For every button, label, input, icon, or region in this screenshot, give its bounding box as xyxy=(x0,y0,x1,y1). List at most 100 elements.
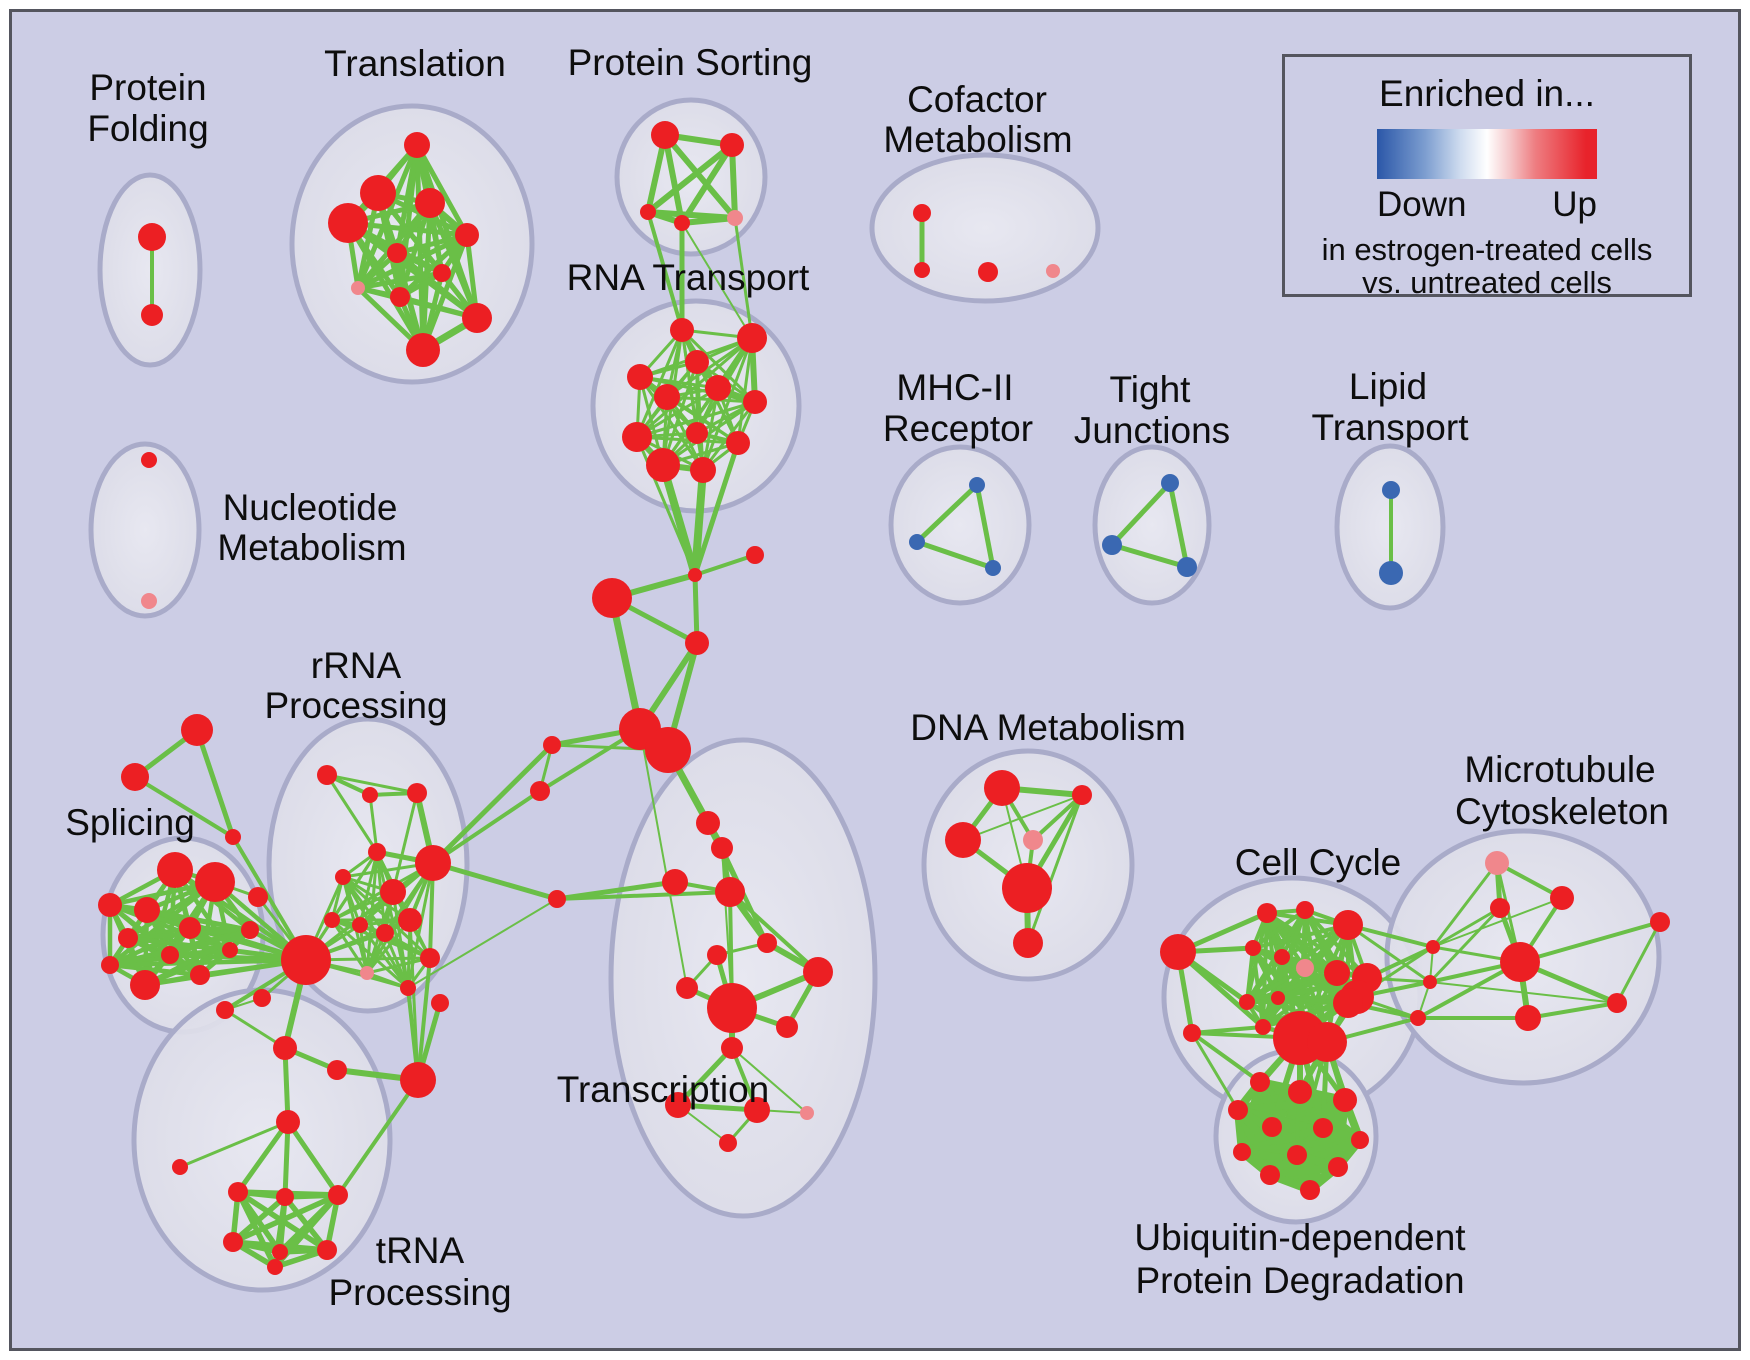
gene-set-node-112[interactable] xyxy=(800,1106,814,1120)
gene-set-node-86[interactable] xyxy=(216,1001,234,1019)
gene-set-node-130[interactable] xyxy=(1239,994,1255,1010)
gene-set-node-20[interactable] xyxy=(627,364,653,390)
gene-set-node-2[interactable] xyxy=(404,132,430,158)
gene-set-node-139[interactable] xyxy=(1410,1010,1426,1026)
gene-set-node-64[interactable] xyxy=(130,970,160,1000)
gene-set-node-50[interactable] xyxy=(543,736,561,754)
gene-set-node-53[interactable] xyxy=(181,714,213,746)
gene-set-node-141[interactable] xyxy=(1550,886,1574,910)
gene-set-node-65[interactable] xyxy=(190,965,210,985)
gene-set-node-56[interactable] xyxy=(157,852,193,888)
gene-set-node-120[interactable] xyxy=(1160,934,1196,970)
gene-set-node-90[interactable] xyxy=(276,1110,300,1134)
gene-set-node-111[interactable] xyxy=(744,1097,770,1123)
gene-set-node-142[interactable] xyxy=(1490,898,1510,918)
gene-set-node-1[interactable] xyxy=(141,304,163,326)
gene-set-node-85[interactable] xyxy=(253,989,271,1007)
gene-set-node-91[interactable] xyxy=(172,1159,188,1175)
gene-set-node-96[interactable] xyxy=(272,1244,288,1260)
gene-set-node-123[interactable] xyxy=(1296,901,1314,919)
gene-set-node-70[interactable] xyxy=(362,787,378,803)
gene-set-node-61[interactable] xyxy=(118,928,138,948)
gene-set-node-34[interactable] xyxy=(141,452,157,468)
gene-set-node-73[interactable] xyxy=(415,845,451,881)
gene-set-node-12[interactable] xyxy=(406,333,440,367)
gene-set-node-147[interactable] xyxy=(1250,1072,1270,1092)
gene-set-node-81[interactable] xyxy=(420,948,440,968)
gene-set-node-157[interactable] xyxy=(1260,1165,1280,1185)
gene-set-node-7[interactable] xyxy=(387,243,407,263)
gene-set-node-72[interactable] xyxy=(368,843,386,861)
gene-set-node-87[interactable] xyxy=(273,1036,297,1060)
gene-set-node-88[interactable] xyxy=(327,1060,347,1080)
gene-set-node-57[interactable] xyxy=(195,862,235,902)
gene-set-node-25[interactable] xyxy=(622,422,652,452)
gene-set-node-79[interactable] xyxy=(376,924,394,942)
gene-set-node-146[interactable] xyxy=(1650,912,1670,932)
gene-set-node-136[interactable] xyxy=(1307,1022,1347,1062)
gene-set-node-59[interactable] xyxy=(98,893,122,917)
gene-set-node-11[interactable] xyxy=(462,303,492,333)
gene-set-node-116[interactable] xyxy=(945,822,981,858)
gene-set-node-122[interactable] xyxy=(1257,903,1277,923)
gene-set-node-63[interactable] xyxy=(161,946,179,964)
gene-set-node-6[interactable] xyxy=(455,223,479,247)
gene-set-node-99[interactable] xyxy=(696,811,720,835)
gene-set-node-158[interactable] xyxy=(1300,1180,1320,1200)
gene-set-node-68[interactable] xyxy=(281,935,331,985)
gene-set-node-42[interactable] xyxy=(1382,481,1400,499)
gene-set-node-84[interactable] xyxy=(248,887,268,907)
gene-set-node-124[interactable] xyxy=(1333,910,1363,940)
gene-set-node-144[interactable] xyxy=(1607,993,1627,1013)
gene-set-node-128[interactable] xyxy=(1324,960,1350,986)
gene-set-node-29[interactable] xyxy=(690,457,716,483)
gene-set-node-41[interactable] xyxy=(1177,557,1197,577)
gene-set-node-21[interactable] xyxy=(685,350,709,374)
gene-set-node-4[interactable] xyxy=(415,188,445,218)
gene-set-node-46[interactable] xyxy=(746,546,764,564)
gene-set-node-45[interactable] xyxy=(592,578,632,618)
gene-set-node-38[interactable] xyxy=(985,560,1001,576)
gene-set-node-16[interactable] xyxy=(674,215,690,231)
gene-set-node-153[interactable] xyxy=(1351,1131,1369,1149)
gene-set-node-113[interactable] xyxy=(719,1134,737,1152)
gene-set-node-14[interactable] xyxy=(720,133,744,157)
gene-set-node-143[interactable] xyxy=(1500,942,1540,982)
gene-set-node-58[interactable] xyxy=(134,897,160,923)
gene-set-node-37[interactable] xyxy=(909,534,925,550)
gene-set-node-125[interactable] xyxy=(1245,940,1261,956)
gene-set-node-121[interactable] xyxy=(1183,1024,1201,1042)
gene-set-node-150[interactable] xyxy=(1228,1100,1248,1120)
gene-set-node-137[interactable] xyxy=(1426,940,1440,954)
gene-set-node-101[interactable] xyxy=(662,869,688,895)
gene-set-node-148[interactable] xyxy=(1288,1080,1312,1104)
gene-set-node-24[interactable] xyxy=(743,390,767,414)
gene-set-node-69[interactable] xyxy=(317,765,337,785)
gene-set-node-149[interactable] xyxy=(1333,1088,1357,1112)
gene-set-node-40[interactable] xyxy=(1102,535,1122,555)
gene-set-node-17[interactable] xyxy=(727,210,743,226)
gene-set-node-117[interactable] xyxy=(1023,830,1043,850)
gene-set-node-44[interactable] xyxy=(688,568,702,582)
gene-set-node-9[interactable] xyxy=(351,281,365,295)
gene-set-node-102[interactable] xyxy=(715,877,745,907)
gene-set-node-104[interactable] xyxy=(803,957,833,987)
gene-set-node-109[interactable] xyxy=(721,1037,743,1059)
gene-set-node-23[interactable] xyxy=(705,375,731,401)
gene-set-node-43[interactable] xyxy=(1379,561,1403,585)
gene-set-node-66[interactable] xyxy=(222,942,238,958)
gene-set-node-77[interactable] xyxy=(324,912,340,928)
gene-set-node-55[interactable] xyxy=(225,829,241,845)
gene-set-node-83[interactable] xyxy=(431,994,449,1012)
gene-set-node-115[interactable] xyxy=(1072,785,1092,805)
gene-set-node-100[interactable] xyxy=(711,837,733,859)
gene-set-node-67[interactable] xyxy=(241,921,259,939)
gene-set-node-27[interactable] xyxy=(726,431,750,455)
gene-set-node-108[interactable] xyxy=(776,1016,798,1038)
gene-set-node-36[interactable] xyxy=(969,477,985,493)
gene-set-node-32[interactable] xyxy=(978,262,998,282)
gene-set-node-155[interactable] xyxy=(1287,1145,1307,1165)
gene-set-node-80[interactable] xyxy=(360,966,374,980)
gene-set-node-62[interactable] xyxy=(101,956,119,974)
gene-set-node-8[interactable] xyxy=(433,264,451,282)
